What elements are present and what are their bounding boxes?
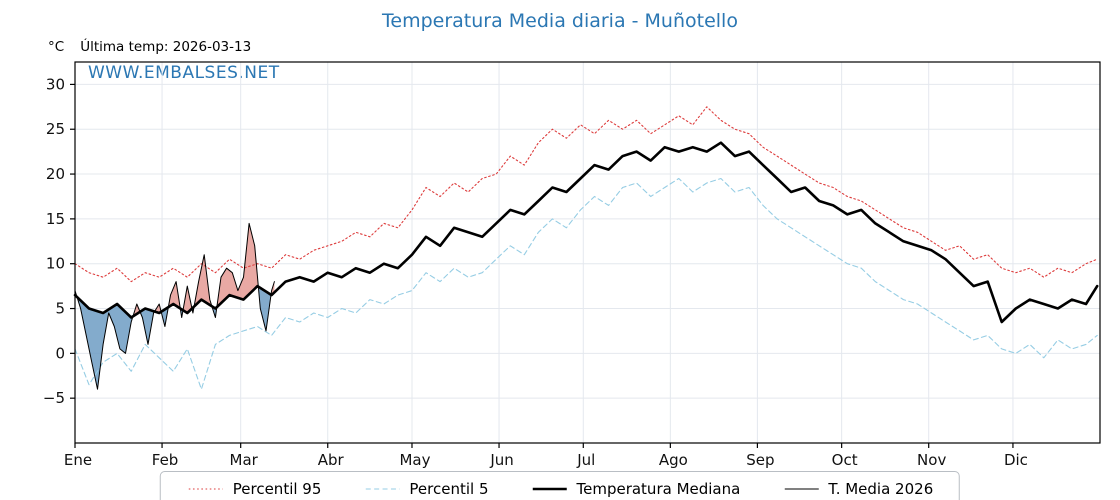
legend-label: Percentil 95 bbox=[232, 480, 322, 498]
svg-text:Jul: Jul bbox=[576, 451, 595, 469]
legend-item-percentil-95: Percentil 95 bbox=[187, 480, 322, 498]
svg-text:Jun: Jun bbox=[489, 451, 513, 469]
svg-text:25: 25 bbox=[46, 120, 65, 138]
svg-text:Feb: Feb bbox=[152, 451, 179, 469]
legend-item-temperatura-mediana: Temperatura Mediana bbox=[530, 480, 740, 498]
chart-title: Temperatura Media diaria - Muñotello bbox=[382, 10, 738, 32]
watermark-text: WWW.EMBALSES.NET bbox=[88, 63, 280, 83]
legend-label: T. Media 2026 bbox=[828, 480, 934, 498]
svg-text:5: 5 bbox=[55, 300, 65, 318]
svg-text:Ene: Ene bbox=[64, 451, 92, 469]
svg-text:30: 30 bbox=[46, 75, 65, 93]
last-temp-label: Última temp: 2026-03-13 bbox=[80, 39, 252, 55]
svg-text:Sep: Sep bbox=[746, 451, 774, 469]
t-media-2026-line-icon bbox=[784, 488, 819, 490]
svg-text:10: 10 bbox=[46, 255, 65, 273]
chart-legend: Percentil 95 Percentil 5 Temperatura Med… bbox=[159, 471, 961, 500]
legend-item-percentil-5: Percentil 5 bbox=[363, 480, 488, 498]
svg-text:May: May bbox=[399, 451, 430, 469]
percentil-5-line-icon bbox=[365, 488, 400, 490]
svg-text:15: 15 bbox=[46, 210, 65, 228]
svg-text:Nov: Nov bbox=[917, 451, 946, 469]
svg-text:0: 0 bbox=[55, 344, 65, 362]
svg-text:Ago: Ago bbox=[659, 451, 688, 469]
temperature-line-chart: −5 0 5 10 15 20 25 30 Ene Feb Mar Abr May Jun Jul Ago Se… bbox=[43, 61, 1101, 469]
y-axis-units-label: °C bbox=[48, 39, 65, 55]
percentil-95-line-icon bbox=[188, 488, 223, 490]
svg-text:−5: −5 bbox=[43, 389, 65, 407]
legend-label: Percentil 5 bbox=[409, 480, 489, 498]
svg-text:Dic: Dic bbox=[1004, 451, 1028, 469]
chart-subheader: °C Última temp: 2026-03-13 bbox=[48, 39, 251, 55]
legend-label: Temperatura Mediana bbox=[576, 480, 741, 498]
legend-item-t-media-2026: T. Media 2026 bbox=[782, 480, 933, 498]
svg-text:Abr: Abr bbox=[318, 451, 345, 469]
svg-text:Oct: Oct bbox=[832, 451, 858, 469]
svg-text:Mar: Mar bbox=[230, 451, 259, 469]
svg-text:20: 20 bbox=[46, 165, 65, 183]
temperatura-mediana-line-icon bbox=[532, 487, 567, 491]
